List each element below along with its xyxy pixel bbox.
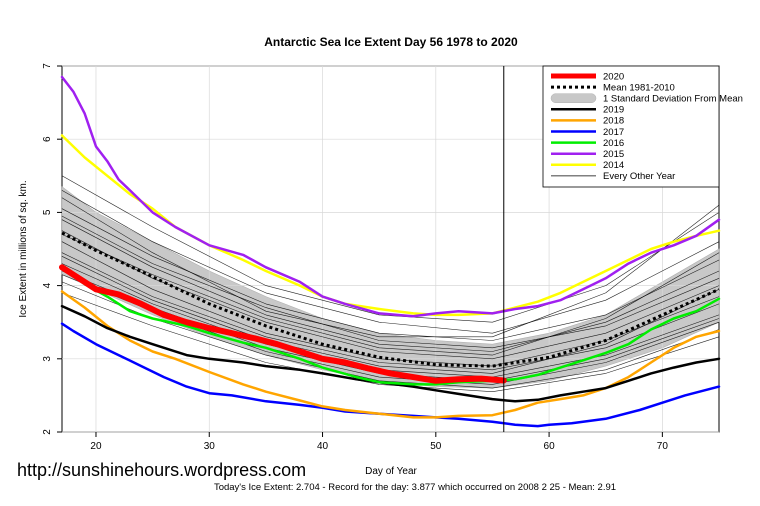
legend-swatch	[550, 93, 597, 103]
watermark: http://sunshinehours.wordpress.com	[17, 460, 306, 480]
legend-item: Every Other Year	[551, 171, 675, 182]
series-line-2016	[60, 266, 721, 386]
series-line-every-other-year	[61, 252, 720, 371]
legend-box	[542, 65, 720, 188]
x-tick-label: 60	[544, 441, 556, 452]
legend-label: 2018	[603, 116, 624, 127]
series-line-2015	[60, 75, 721, 318]
x-axis-label: Day of Year	[365, 466, 417, 477]
x-axis: 20 30 40 50 60 70	[90, 432, 668, 452]
series-line-every-other-year	[61, 175, 720, 323]
y-axis: 2 3 4 5 6 7	[42, 63, 62, 435]
x-tick-label: 20	[90, 441, 102, 452]
legend-item: 2014	[551, 160, 624, 171]
series-line-2020	[59, 264, 507, 384]
legend-item: Mean 1981-2010	[551, 82, 675, 93]
footer-stats: Today's Ice Extent: 2.704 - Record for t…	[214, 482, 616, 493]
x-tick-label: 40	[317, 441, 329, 452]
legend-item: 2016	[551, 138, 624, 149]
y-tick-label: 6	[42, 136, 53, 142]
x-tick-label: 50	[430, 441, 442, 452]
series-line-2018	[60, 290, 721, 419]
legend-item: 2020	[551, 71, 624, 82]
series-line-every-other-year	[61, 197, 720, 338]
legend-label: 2015	[603, 149, 624, 160]
legend-item: 2018	[551, 116, 624, 127]
series-layer	[59, 75, 721, 428]
y-tick-label: 3	[42, 356, 53, 362]
legend-label: 2020	[603, 71, 624, 82]
legend-item: 2015	[551, 149, 624, 160]
legend-label: Mean 1981-2010	[603, 82, 675, 93]
series-line-every-other-year	[61, 234, 720, 356]
x-tick-label: 30	[204, 441, 216, 452]
legend-label: 2016	[603, 138, 624, 149]
series-line-every-other-year	[61, 208, 720, 341]
legend-item: 2017	[551, 127, 624, 138]
y-tick-label: 2	[42, 429, 53, 435]
y-tick-label: 5	[42, 209, 53, 215]
x-tick-label: 70	[657, 441, 669, 452]
series-line-every-other-year	[61, 219, 720, 352]
legend-label: 1 Standard Deviation From Mean	[603, 94, 743, 105]
y-tick-label: 4	[42, 282, 53, 288]
legend-item: 1 Standard Deviation From Mean	[550, 93, 743, 105]
series-line-every-other-year	[61, 255, 720, 374]
legend-label: Every Other Year	[603, 171, 675, 182]
series-line-every-other-year	[61, 230, 720, 360]
series-line-2019	[60, 304, 721, 403]
y-tick-label: 7	[42, 63, 53, 69]
series-line-mean-1981-2010	[61, 231, 720, 368]
legend-label: 2014	[603, 160, 624, 171]
series-line-every-other-year	[61, 190, 720, 334]
series-line-2014	[60, 134, 721, 317]
legend-label: 2019	[603, 105, 624, 116]
series-line-every-other-year	[61, 215, 720, 349]
legend-item: 2019	[551, 105, 624, 116]
series-line-every-other-year	[61, 292, 720, 393]
y-axis-label: Ice Extent in millions of sq. km.	[18, 180, 29, 317]
chart-title: Antarctic Sea Ice Extent Day 56 1978 to …	[264, 35, 518, 49]
legend-label: 2017	[603, 127, 624, 138]
